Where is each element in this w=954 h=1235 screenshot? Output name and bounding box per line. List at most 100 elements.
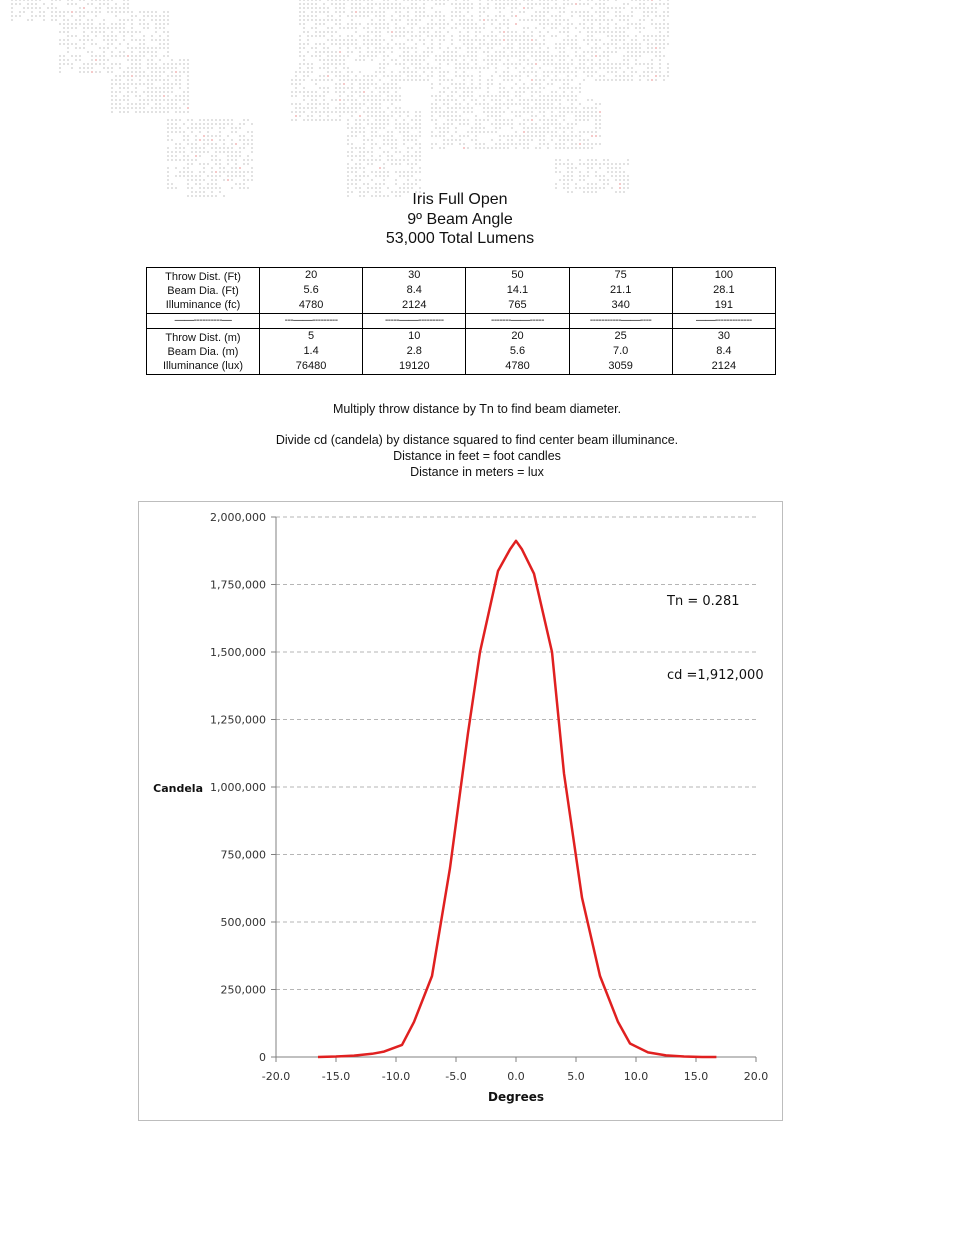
title-beam-angle: 9º Beam Angle	[407, 210, 513, 228]
map-dot	[419, 75, 421, 77]
map-dot	[567, 87, 569, 89]
map-dot	[419, 55, 421, 57]
map-dot	[591, 143, 593, 145]
map-dot	[591, 67, 593, 69]
map-dot	[595, 51, 597, 53]
map-dot	[127, 87, 129, 89]
map-dot	[443, 127, 445, 129]
map-dot	[371, 95, 373, 97]
map-dot	[451, 119, 453, 121]
map-dot	[147, 47, 149, 49]
map-dot	[651, 71, 653, 73]
map-dot	[519, 111, 521, 113]
map-dot	[351, 191, 353, 193]
map-dot	[527, 47, 529, 49]
map-dot	[663, 39, 665, 41]
map-dot	[83, 27, 85, 29]
map-dot	[379, 155, 381, 157]
map-dot	[547, 131, 549, 133]
map-dot	[379, 111, 381, 113]
map-dot	[411, 35, 413, 37]
map-dot	[523, 39, 525, 41]
map-dot	[507, 0, 509, 1]
separator-cell: -----------——----	[568, 313, 673, 329]
map-dot	[567, 23, 569, 25]
map-dot	[423, 43, 425, 45]
map-dot	[131, 79, 133, 81]
map-dot	[587, 19, 589, 21]
map-dot	[555, 107, 557, 109]
map-dot	[191, 179, 193, 181]
map-dot	[463, 111, 465, 113]
map-dot	[339, 107, 341, 109]
map-dot	[519, 43, 521, 45]
map-dot	[115, 15, 117, 17]
map-dot	[439, 27, 441, 29]
map-dot	[527, 63, 529, 65]
map-dot	[599, 143, 601, 145]
map-dot	[375, 23, 377, 25]
map-dot	[351, 115, 353, 117]
map-dot	[575, 99, 577, 101]
map-dot	[559, 139, 561, 141]
map-dot	[555, 55, 557, 57]
map-dot	[515, 103, 517, 105]
map-dot	[123, 99, 125, 101]
map-dot	[655, 23, 657, 25]
map-dot	[139, 95, 141, 97]
map-dot	[559, 99, 561, 101]
map-dot	[483, 11, 485, 13]
map-dot	[543, 59, 545, 61]
map-dot	[567, 163, 569, 165]
map-dot	[619, 75, 621, 77]
map-dot	[379, 123, 381, 125]
map-dot	[363, 175, 365, 177]
map-dot	[423, 55, 425, 57]
map-dot	[347, 143, 349, 145]
map-dot	[339, 43, 341, 45]
map-dot	[487, 3, 489, 5]
map-dot	[159, 19, 161, 21]
map-dot	[475, 115, 477, 117]
map-dot	[663, 11, 665, 13]
map-dot	[607, 71, 609, 73]
map-dot	[587, 191, 589, 193]
map-dot	[347, 107, 349, 109]
map-dot	[479, 147, 481, 149]
map-dot	[411, 183, 413, 185]
map-dot	[327, 11, 329, 13]
map-dot	[223, 167, 225, 169]
map-dot	[395, 23, 397, 25]
map-dot	[619, 179, 621, 181]
map-dot	[183, 171, 185, 173]
map-dot	[139, 23, 141, 25]
map-dot	[231, 119, 233, 121]
map-dot	[407, 15, 409, 17]
map-dot	[395, 63, 397, 65]
map-dot	[507, 3, 509, 5]
y-tick-label: 1,500,000	[210, 646, 266, 659]
map-dot	[411, 23, 413, 25]
map-dot	[467, 147, 469, 149]
map-dot	[427, 79, 429, 81]
map-dot	[467, 0, 469, 1]
map-dot	[555, 19, 557, 21]
map-dot	[379, 175, 381, 177]
map-dot	[367, 183, 369, 185]
map-dot	[539, 11, 541, 13]
map-dot	[503, 19, 505, 21]
map-dot	[507, 35, 509, 37]
map-dot	[175, 143, 177, 145]
map-dot	[303, 71, 305, 73]
map-dot	[439, 71, 441, 73]
y-axis-title: Candela	[153, 782, 203, 795]
map-dot	[495, 0, 497, 1]
map-dot	[475, 55, 477, 57]
map-dot	[347, 23, 349, 25]
map-dot	[311, 63, 313, 65]
map-dot	[555, 119, 557, 121]
map-dot	[555, 167, 557, 169]
map-dot	[239, 155, 241, 157]
map-dot	[635, 47, 637, 49]
map-dot	[211, 139, 213, 141]
